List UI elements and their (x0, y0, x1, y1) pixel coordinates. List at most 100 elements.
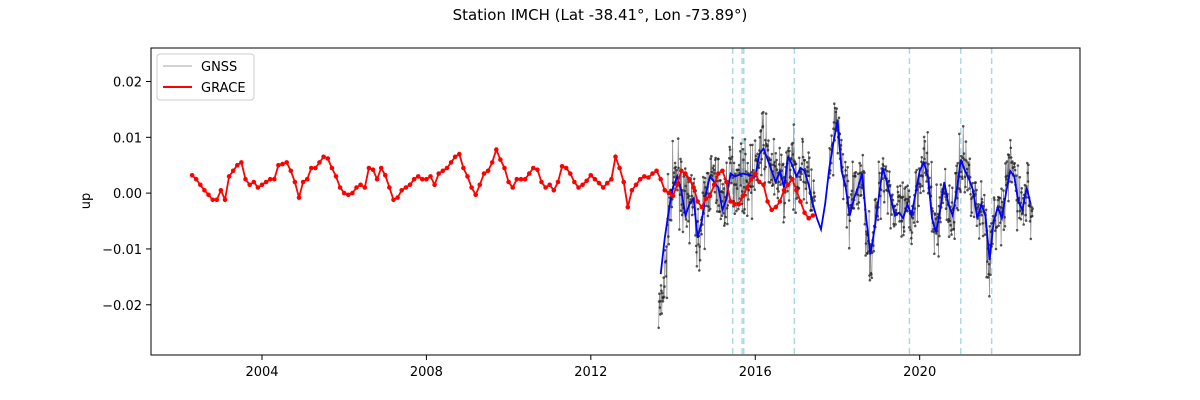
gnss-point (1000, 200, 1004, 204)
grace-point (407, 182, 413, 188)
gnss-point (970, 211, 974, 214)
gnss-point (852, 207, 856, 210)
gnss-point (833, 102, 836, 105)
gnss-point (798, 175, 802, 179)
gnss-point (797, 156, 801, 160)
gnss-point (911, 216, 915, 220)
grace-point (247, 182, 252, 188)
gnss-point (837, 116, 841, 120)
gnss-point (681, 230, 685, 234)
gnss-point (910, 231, 914, 234)
gnss-point (870, 276, 874, 280)
grace-point (469, 185, 474, 190)
gnss-point (707, 171, 710, 175)
gnss-point (722, 212, 725, 215)
gnss-point (964, 185, 967, 189)
gnss-point (1030, 209, 1034, 212)
gnss-point (856, 193, 860, 197)
grace-point (317, 160, 322, 165)
gnss-point (902, 225, 906, 229)
grace-point (321, 154, 326, 160)
gnss-point (944, 207, 948, 210)
gnss-point (801, 155, 805, 159)
gnss-point (989, 273, 992, 277)
gnss-point (893, 204, 897, 208)
grace-point (609, 176, 614, 182)
grace-point (477, 182, 483, 188)
gnss-point (984, 208, 988, 212)
gnss-point (673, 175, 676, 179)
grace-point (502, 165, 507, 171)
gnss-point (956, 161, 959, 165)
gnss-point (780, 169, 783, 172)
gnss-point (762, 144, 765, 147)
gnss-point (711, 166, 715, 170)
gnss-point (983, 193, 986, 197)
gnss-point (1013, 162, 1016, 165)
gnss-point (947, 235, 951, 238)
grace-point (596, 180, 602, 186)
grace-point (773, 204, 779, 210)
gnss-point (799, 170, 803, 173)
gnss-point (939, 220, 942, 224)
gnss-point (673, 161, 677, 165)
grace-point (683, 171, 688, 176)
grace-point (243, 176, 248, 182)
gnss-point (657, 326, 660, 330)
gnss-point (1006, 174, 1009, 178)
gnss-point (900, 235, 903, 238)
gnss-point (733, 172, 737, 176)
gnss-point (691, 206, 694, 209)
grace-point (625, 204, 631, 210)
plot-frame (150, 47, 1081, 356)
gnss-point (769, 158, 772, 162)
gnss-point (994, 247, 998, 251)
grace-point (341, 190, 347, 196)
gnss-point (662, 295, 666, 299)
gnss-point (1031, 214, 1034, 218)
y-axis-label: up (79, 193, 94, 210)
gnss-point (729, 161, 732, 165)
gnss-point (1019, 218, 1023, 221)
grace-point (235, 162, 240, 168)
gnss-point (778, 146, 781, 150)
grace-point (736, 202, 742, 207)
gnss-point (709, 157, 712, 160)
gnss-point (969, 214, 973, 218)
grace-point (662, 188, 668, 193)
gnss-point (720, 214, 724, 217)
gnss-point (1013, 165, 1016, 169)
gnss-point (854, 170, 858, 174)
gnss-point (662, 276, 665, 279)
gnss-point (854, 174, 857, 178)
gnss-point (735, 209, 738, 213)
gnss-point (886, 212, 890, 215)
grace-point (346, 192, 351, 198)
grace-point (728, 199, 733, 204)
gnss-point (722, 187, 726, 190)
gnss-point (906, 184, 909, 187)
gnss-point (710, 154, 713, 158)
grace-point (679, 168, 684, 174)
gnss-point (723, 224, 726, 227)
grace-point (206, 192, 211, 198)
gnss-point (712, 164, 715, 167)
gnss-point (963, 158, 966, 161)
gnss-point (961, 156, 965, 160)
gnss-point (719, 217, 723, 221)
legend-grace-label: GRACE (201, 81, 246, 96)
gnss-point (678, 228, 681, 231)
gnss-point (725, 161, 728, 164)
gnss-point (879, 217, 883, 221)
gnss-point (860, 171, 863, 174)
gnss-point (918, 185, 922, 189)
gnss-point (770, 178, 773, 182)
gnss-point (961, 125, 965, 128)
grace-point (794, 188, 799, 193)
gnss-point (794, 162, 798, 166)
gnss-point (744, 152, 747, 156)
gnss-point (933, 213, 937, 216)
gnss-point (977, 203, 980, 206)
gnss-point (966, 188, 969, 192)
gnss-point (1004, 162, 1007, 165)
